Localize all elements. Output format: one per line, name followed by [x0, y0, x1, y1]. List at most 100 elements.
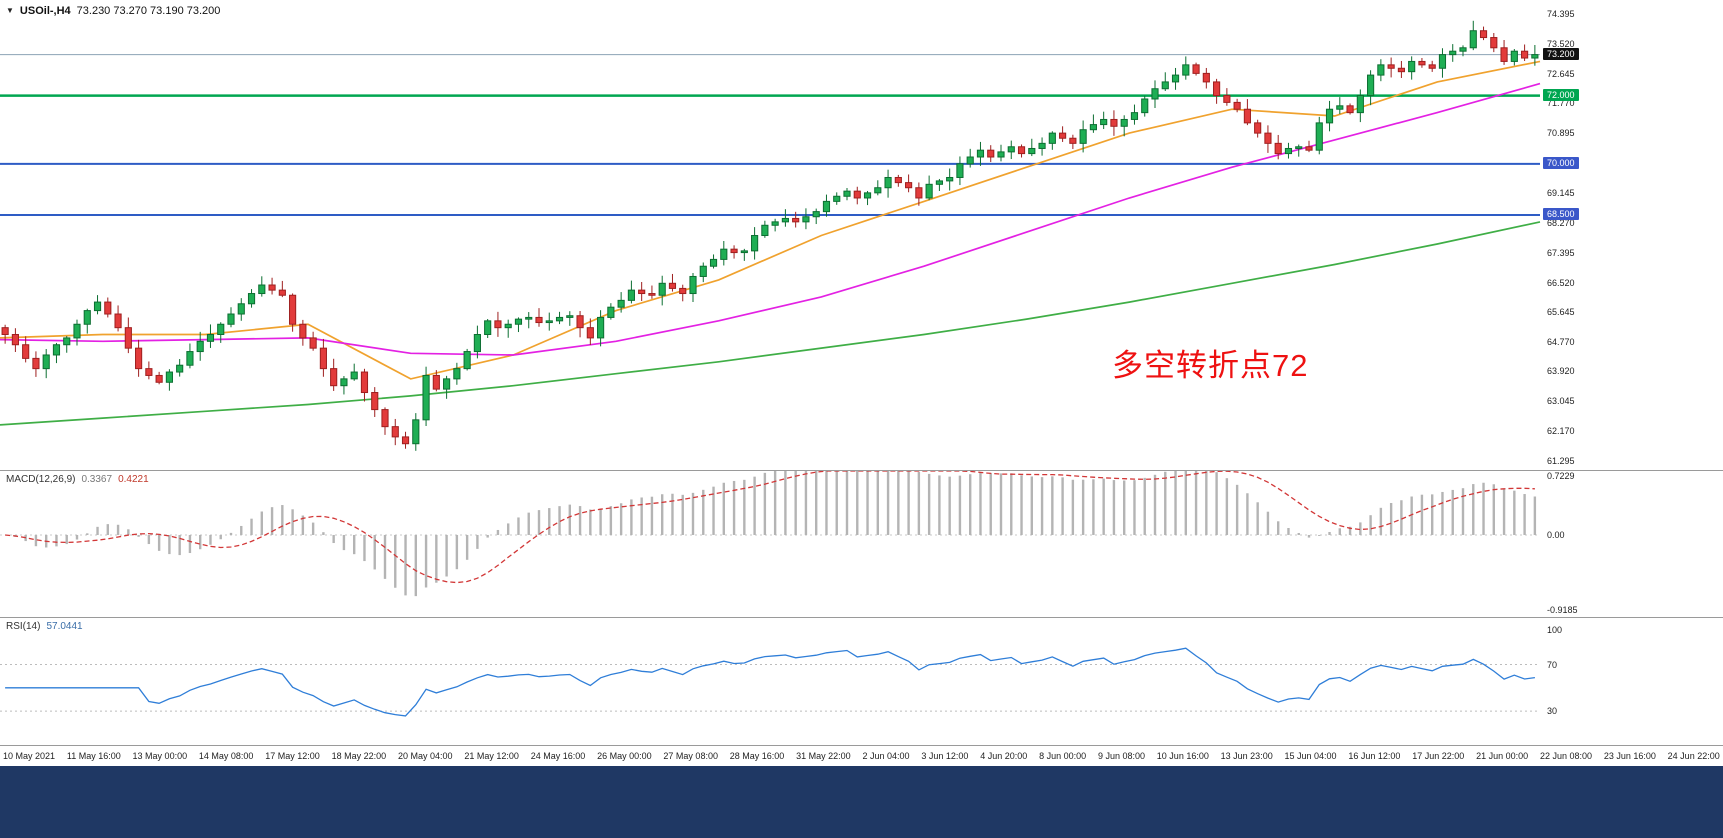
candle-body [1243, 108, 1251, 124]
candle-body [196, 340, 204, 353]
candle-body [1, 327, 9, 335]
time-axis-label: 24 Jun 22:00 [1667, 751, 1720, 761]
rsi-panel[interactable]: RSI(14) 57.0441 100 70 30 [0, 617, 1723, 746]
symbol-timeframe-label: USOil-,H4 [19, 5, 71, 17]
green-line-badge: 72.000 [1543, 88, 1579, 101]
time-axis-label: 27 May 08:00 [663, 751, 718, 761]
candle-body [32, 357, 40, 370]
candle-body [309, 337, 317, 349]
candle-body [227, 313, 235, 325]
macd-axis-label: -0.9185 [1547, 605, 1578, 616]
macd-name: MACD(12,26,9) [6, 474, 76, 485]
price-axis-label: 69.145 [1547, 188, 1575, 199]
macd-panel[interactable]: MACD(12,26,9) 0.3367 0.4221 0.7229 0.00 -0… [0, 470, 1723, 617]
candle-body [689, 275, 697, 295]
candle-body [946, 176, 954, 182]
ma-mid-magenta [0, 82, 1541, 356]
candle-body [1356, 95, 1364, 114]
candle-body [997, 151, 1005, 158]
rsi-value: 57.0441 [46, 621, 83, 632]
candle-body [237, 303, 245, 315]
candle-body [1202, 72, 1210, 83]
price-axis-label: 73.520 [1547, 38, 1575, 49]
candle-body [360, 371, 369, 394]
candlestick-chart[interactable] [0, 0, 1723, 470]
price-axis-label: 70.895 [1547, 128, 1575, 139]
price-axis-label: 72.645 [1547, 68, 1575, 79]
price-axis-label: 74.395 [1547, 8, 1575, 19]
candle-body [206, 333, 215, 342]
triangle-down-icon[interactable]: ▼ [6, 6, 14, 15]
time-axis-label: 14 May 08:00 [198, 751, 254, 761]
candle-body [1521, 50, 1529, 59]
candle-body [1428, 64, 1436, 69]
candle-body [586, 327, 594, 339]
candle-body [104, 301, 112, 315]
candle-body [740, 250, 748, 254]
rsi-chart[interactable] [0, 618, 1723, 746]
candle-body [1048, 132, 1056, 144]
candle-body [915, 187, 923, 199]
candle-body [391, 426, 399, 438]
time-axis-label: 20 May 04:00 [397, 751, 453, 761]
candle-body [443, 378, 451, 390]
candle-body [247, 293, 256, 305]
candle-body [165, 371, 173, 383]
price-axis-label: 61.295 [1547, 455, 1575, 466]
candle-body [278, 289, 286, 296]
blue-line-68-5-badge: 68.500 [1543, 208, 1579, 221]
candle-body [22, 344, 30, 359]
price-axis-label: 71.770 [1547, 98, 1575, 109]
candle-body [781, 217, 789, 223]
candle-body [1305, 146, 1313, 151]
candle-body [114, 313, 122, 329]
candle-body [679, 287, 687, 295]
candle-body [1141, 98, 1149, 114]
candle-body [1028, 147, 1036, 155]
ma-fast-orange [0, 60, 1541, 380]
candle-body [792, 217, 800, 223]
candle-body [1233, 101, 1241, 110]
time-axis-label: 4 Jun 20:00 [980, 751, 1028, 761]
candle-body [576, 315, 584, 329]
candle-body [894, 176, 902, 184]
time-axis-label: 15 Jun 04:00 [1284, 751, 1337, 761]
time-axis-label: 10 Jun 16:00 [1156, 751, 1209, 761]
candle-body [1500, 47, 1508, 62]
candle-body [1418, 60, 1426, 66]
candle-body [638, 289, 646, 295]
candle-body [124, 327, 132, 349]
candle-body [258, 284, 266, 295]
candle-body [422, 374, 430, 421]
candle-body [987, 149, 995, 158]
candle-body [412, 419, 420, 445]
candle-body [1264, 132, 1272, 144]
candle-body [135, 347, 143, 370]
time-axis-label: 13 May 00:00 [132, 751, 188, 761]
candle-body [381, 409, 389, 428]
candle-body [371, 392, 379, 411]
macd-signal-value: 0.4221 [118, 474, 149, 485]
price-axis-label: 64.770 [1547, 337, 1575, 348]
candle-body [545, 320, 553, 324]
time-axis[interactable]: 10 May 2021 11 May 16:00 13 May 00:00 14 Ma… [0, 745, 1723, 766]
candle-body [1151, 88, 1159, 100]
price-chart-panel[interactable]: ▼ USOil-,H4 73.230 73.270 73.190 73.200 … [0, 0, 1723, 470]
time-axis-label: 22 Jun 08:00 [1539, 751, 1592, 761]
time-axis-label: 11 May 16:00 [66, 751, 121, 761]
macd-chart[interactable] [0, 471, 1723, 617]
current-price-badge: 73.200 [1543, 47, 1579, 60]
candle-body [720, 248, 728, 260]
candle-body [1346, 105, 1354, 114]
candle-body [555, 316, 564, 322]
time-axis-label: 10 May 2021 [3, 751, 56, 761]
macd-main-value: 0.3367 [81, 474, 113, 485]
price-axis-label: 68.270 [1547, 217, 1575, 228]
candles [1, 20, 1539, 451]
candle-body [525, 316, 533, 320]
candle-body [1438, 54, 1447, 69]
candle-body [1110, 118, 1118, 127]
chart-header: ▼ USOil-,H4 73.230 73.270 73.190 73.200 [6, 5, 220, 17]
candle-body [1531, 54, 1539, 59]
candle-body [607, 306, 615, 318]
